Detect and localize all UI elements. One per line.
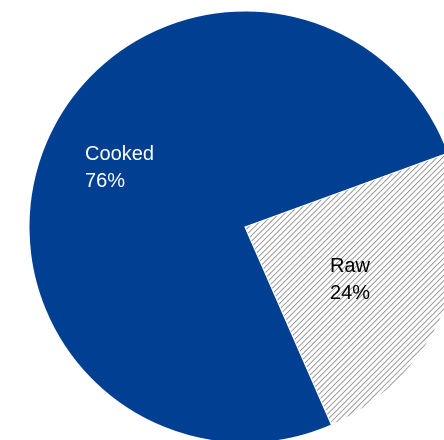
pie-slice-cooked bbox=[28, 10, 444, 440]
pie-value-label-raw: 24% bbox=[330, 282, 370, 304]
pie-value-label-cooked: 76% bbox=[85, 170, 125, 192]
pie-label-cooked: Cooked bbox=[85, 143, 154, 165]
pie-labels: Cooked 76% Raw 24% bbox=[85, 143, 371, 304]
pie-slice-raw bbox=[244, 154, 444, 426]
pie-label-raw: Raw bbox=[330, 255, 371, 277]
pie-slices bbox=[28, 10, 444, 440]
